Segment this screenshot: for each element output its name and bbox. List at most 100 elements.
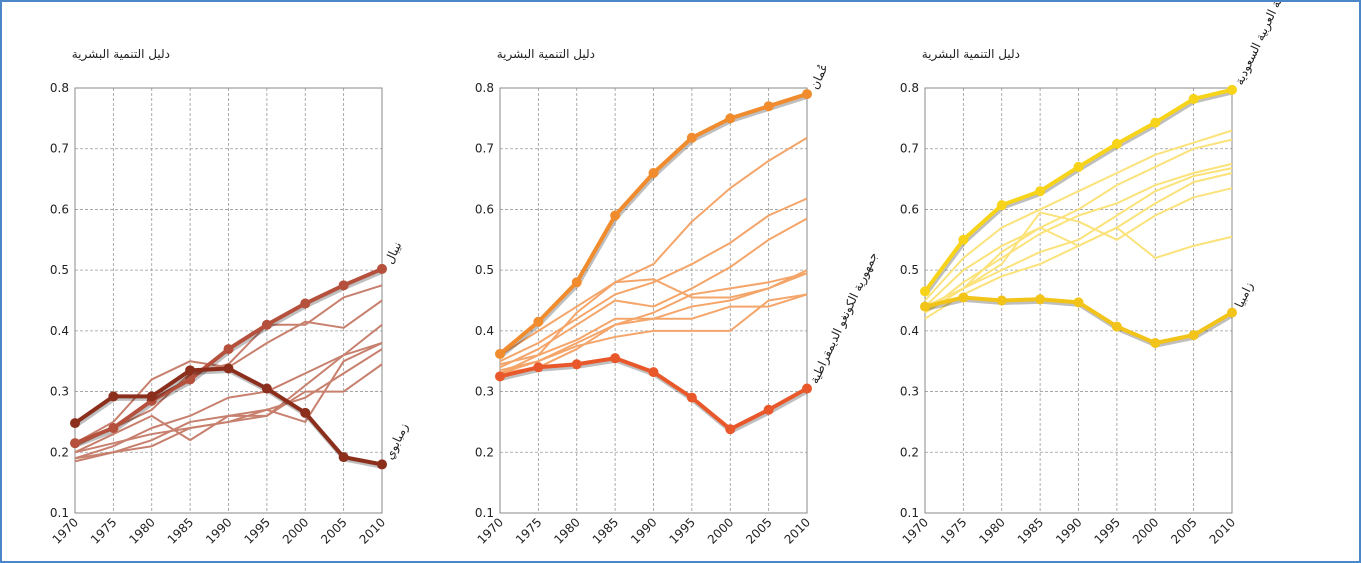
line-shadow bbox=[923, 89, 1234, 295]
x-tick-label: 1985 bbox=[1015, 515, 1046, 546]
marker bbox=[495, 348, 505, 359]
y-tick-label: 0.4 bbox=[50, 324, 69, 338]
x-tick-label: 2000 bbox=[705, 515, 736, 546]
y-tick-label: 0.5 bbox=[50, 263, 69, 277]
panel: دليل التنمية البشرية 0.1 0.2 0.3 0.4 0.5 0.6 0.… bbox=[50, 47, 412, 547]
series-line bbox=[924, 167, 1233, 314]
x-tick-label: 2000 bbox=[280, 515, 311, 546]
series-label: زامبيا bbox=[1232, 280, 1257, 311]
marker bbox=[571, 277, 582, 288]
marker bbox=[377, 263, 387, 274]
x-tick-label: 1995 bbox=[241, 515, 272, 546]
marker bbox=[725, 113, 736, 124]
y-tick-label: 0.7 bbox=[900, 142, 919, 156]
marker bbox=[996, 295, 1007, 306]
marker bbox=[610, 210, 621, 221]
series-label: زمبابوي bbox=[382, 421, 412, 462]
marker bbox=[763, 404, 774, 415]
x-tick-label: 1990 bbox=[628, 515, 659, 546]
line-shadow bbox=[499, 93, 809, 358]
series-label: نيبال bbox=[382, 239, 404, 266]
marker bbox=[146, 391, 157, 402]
y-tick-label: 0.1 bbox=[475, 506, 494, 520]
marker bbox=[108, 391, 119, 402]
panel: دليل التنمية البشرية 0.1 0.2 0.3 0.4 0.5 0.6 0.… bbox=[900, 2, 1298, 547]
marker bbox=[920, 301, 930, 312]
marker bbox=[1150, 338, 1161, 348]
series-line bbox=[499, 293, 808, 375]
marker bbox=[108, 423, 119, 433]
y-axis-title: دليل التنمية البشرية bbox=[72, 47, 170, 62]
x-tick-label: 2010 bbox=[357, 515, 388, 546]
x-tick-label: 1990 bbox=[203, 515, 234, 546]
marker bbox=[648, 367, 659, 378]
y-tick-label: 0.4 bbox=[475, 324, 494, 338]
y-tick-label: 0.5 bbox=[900, 263, 919, 277]
marker bbox=[1150, 117, 1161, 128]
marker bbox=[1111, 321, 1122, 332]
marker bbox=[338, 452, 349, 463]
marker bbox=[261, 383, 272, 394]
marker bbox=[571, 359, 582, 370]
y-tick-label: 0.7 bbox=[50, 142, 69, 156]
marker bbox=[802, 383, 812, 394]
marker bbox=[1188, 93, 1199, 104]
marker bbox=[223, 344, 234, 355]
x-tick-label: 2005 bbox=[1168, 515, 1199, 546]
marker bbox=[958, 292, 969, 303]
marker bbox=[920, 286, 930, 297]
series-line bbox=[499, 293, 808, 375]
marker bbox=[377, 459, 387, 470]
x-tick-label: 2000 bbox=[1130, 515, 1161, 546]
marker bbox=[1035, 186, 1046, 197]
y-tick-label: 0.8 bbox=[50, 81, 69, 95]
marker bbox=[533, 316, 544, 327]
x-tick-label: 1975 bbox=[513, 515, 544, 546]
series-line bbox=[924, 162, 1233, 314]
panel: دليل التنمية البشرية 0.1 0.2 0.3 0.4 0.5 0.6 0.… bbox=[475, 47, 882, 547]
series-line bbox=[924, 187, 1233, 308]
series-label: المملكة العربية السعودية bbox=[1232, 2, 1298, 88]
series-line bbox=[924, 129, 1233, 302]
marker bbox=[533, 362, 544, 373]
x-tick-label: 1990 bbox=[1053, 515, 1084, 546]
x-tick-label: 2010 bbox=[782, 515, 813, 546]
x-tick-label: 1985 bbox=[165, 515, 196, 546]
y-tick-label: 0.1 bbox=[900, 506, 919, 520]
marker bbox=[958, 234, 969, 245]
x-tick-label: 2005 bbox=[743, 515, 774, 546]
marker bbox=[261, 319, 272, 330]
marker bbox=[70, 418, 80, 429]
marker bbox=[1227, 84, 1237, 95]
y-tick-label: 0.3 bbox=[475, 385, 494, 399]
x-tick-label: 1975 bbox=[938, 515, 969, 546]
series-line bbox=[74, 342, 383, 454]
y-tick-label: 0.4 bbox=[900, 324, 919, 338]
x-tick-label: 1995 bbox=[666, 515, 697, 546]
marker bbox=[1188, 330, 1199, 341]
marker bbox=[1035, 294, 1046, 305]
marker bbox=[763, 101, 774, 112]
marker bbox=[610, 353, 621, 364]
y-tick-label: 0.2 bbox=[900, 445, 919, 459]
marker bbox=[495, 371, 505, 382]
y-axis-title: دليل التنمية البشرية bbox=[497, 47, 595, 62]
plot-frame bbox=[499, 87, 808, 514]
y-tick-label: 0.2 bbox=[475, 445, 494, 459]
x-tick-label: 1995 bbox=[1091, 515, 1122, 546]
marker bbox=[70, 438, 80, 449]
x-tick-label: 1980 bbox=[126, 515, 157, 546]
y-tick-label: 0.5 bbox=[475, 263, 494, 277]
series-line bbox=[499, 136, 808, 356]
marker bbox=[686, 132, 697, 143]
series-line bbox=[499, 197, 808, 363]
y-tick-label: 0.7 bbox=[475, 142, 494, 156]
series-line bbox=[924, 138, 1233, 308]
x-tick-label: 2005 bbox=[318, 515, 349, 546]
marker bbox=[185, 365, 196, 376]
marker bbox=[648, 168, 659, 178]
marker bbox=[338, 280, 349, 291]
y-tick-label: 0.8 bbox=[900, 81, 919, 95]
y-tick-label: 0.6 bbox=[50, 202, 69, 216]
x-tick-label: 1975 bbox=[88, 515, 119, 546]
